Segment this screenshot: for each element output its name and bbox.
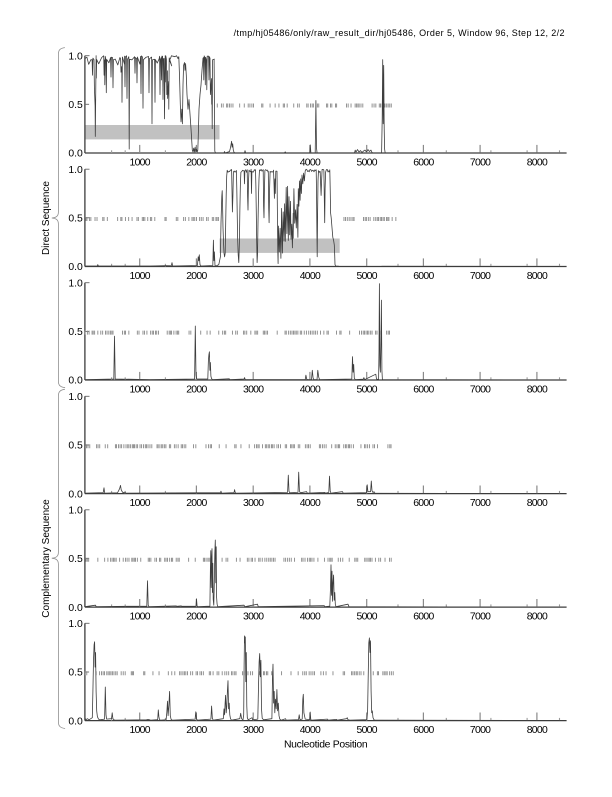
svg-text:4000: 4000 (300, 498, 321, 509)
svg-text:Direct Sequence: Direct Sequence (41, 181, 52, 255)
svg-text:1.0: 1.0 (68, 619, 83, 630)
svg-text:1.0: 1.0 (68, 392, 83, 403)
svg-text:5000: 5000 (356, 384, 377, 395)
svg-text:0.5: 0.5 (68, 554, 83, 565)
svg-text:0.5: 0.5 (68, 327, 83, 338)
svg-text:2000: 2000 (186, 725, 207, 736)
svg-text:6000: 6000 (413, 384, 434, 395)
svg-text:8000: 8000 (527, 271, 548, 282)
svg-text:4000: 4000 (300, 271, 321, 282)
svg-text:3000: 3000 (243, 157, 264, 168)
svg-text:0.0: 0.0 (68, 149, 83, 160)
svg-text:7000: 7000 (470, 157, 491, 168)
svg-text:1.0: 1.0 (68, 165, 83, 176)
svg-text:0.0: 0.0 (68, 262, 83, 273)
svg-text:8000: 8000 (527, 725, 548, 736)
svg-text:1000: 1000 (129, 725, 150, 736)
svg-text:0.0: 0.0 (68, 716, 83, 727)
svg-text:5000: 5000 (356, 271, 377, 282)
svg-text:8000: 8000 (527, 498, 548, 509)
svg-text:4000: 4000 (300, 157, 321, 168)
svg-text:7000: 7000 (470, 725, 491, 736)
svg-text:8000: 8000 (527, 611, 548, 622)
svg-text:2000: 2000 (186, 611, 207, 622)
svg-text:1000: 1000 (129, 611, 150, 622)
svg-text:5000: 5000 (356, 498, 377, 509)
svg-text:0.5: 0.5 (68, 441, 83, 452)
svg-text:6000: 6000 (413, 725, 434, 736)
svg-text:6000: 6000 (413, 498, 434, 509)
svg-text:3000: 3000 (243, 611, 264, 622)
svg-text:4000: 4000 (300, 725, 321, 736)
svg-text:1000: 1000 (129, 384, 150, 395)
svg-text:2000: 2000 (186, 271, 207, 282)
svg-text:1.0: 1.0 (68, 51, 83, 62)
svg-text:1.0: 1.0 (68, 278, 83, 289)
svg-text:2000: 2000 (186, 384, 207, 395)
svg-text:0.5: 0.5 (68, 100, 83, 111)
svg-text:Complementary Sequence: Complementary Sequence (41, 499, 52, 618)
svg-text:/tmp/hj05486/only/raw_result_d: /tmp/hj05486/only/raw_result_dir/hj05486… (234, 28, 565, 38)
svg-text:6000: 6000 (413, 157, 434, 168)
svg-text:3000: 3000 (243, 725, 264, 736)
svg-text:0.0: 0.0 (68, 603, 83, 614)
svg-text:6000: 6000 (413, 271, 434, 282)
svg-text:3000: 3000 (243, 498, 264, 509)
svg-text:7000: 7000 (470, 611, 491, 622)
svg-text:5000: 5000 (356, 611, 377, 622)
svg-text:1000: 1000 (129, 271, 150, 282)
svg-text:7000: 7000 (470, 271, 491, 282)
svg-text:5000: 5000 (356, 725, 377, 736)
svg-text:1.0: 1.0 (68, 506, 83, 517)
svg-text:7000: 7000 (470, 498, 491, 509)
svg-text:0.0: 0.0 (68, 489, 83, 500)
svg-text:Nucleotide Position: Nucleotide Position (284, 739, 368, 750)
svg-text:0.5: 0.5 (68, 214, 83, 225)
svg-text:0.5: 0.5 (68, 668, 83, 679)
svg-text:1000: 1000 (129, 498, 150, 509)
svg-text:0.0: 0.0 (68, 376, 83, 387)
svg-text:5000: 5000 (356, 157, 377, 168)
svg-text:2000: 2000 (186, 498, 207, 509)
svg-text:8000: 8000 (527, 384, 548, 395)
svg-text:2000: 2000 (186, 157, 207, 168)
svg-text:8000: 8000 (527, 157, 548, 168)
svg-text:7000: 7000 (470, 384, 491, 395)
svg-text:1000: 1000 (129, 157, 150, 168)
svg-text:3000: 3000 (243, 384, 264, 395)
svg-text:6000: 6000 (413, 611, 434, 622)
svg-text:3000: 3000 (243, 271, 264, 282)
svg-text:4000: 4000 (300, 384, 321, 395)
svg-text:4000: 4000 (300, 611, 321, 622)
